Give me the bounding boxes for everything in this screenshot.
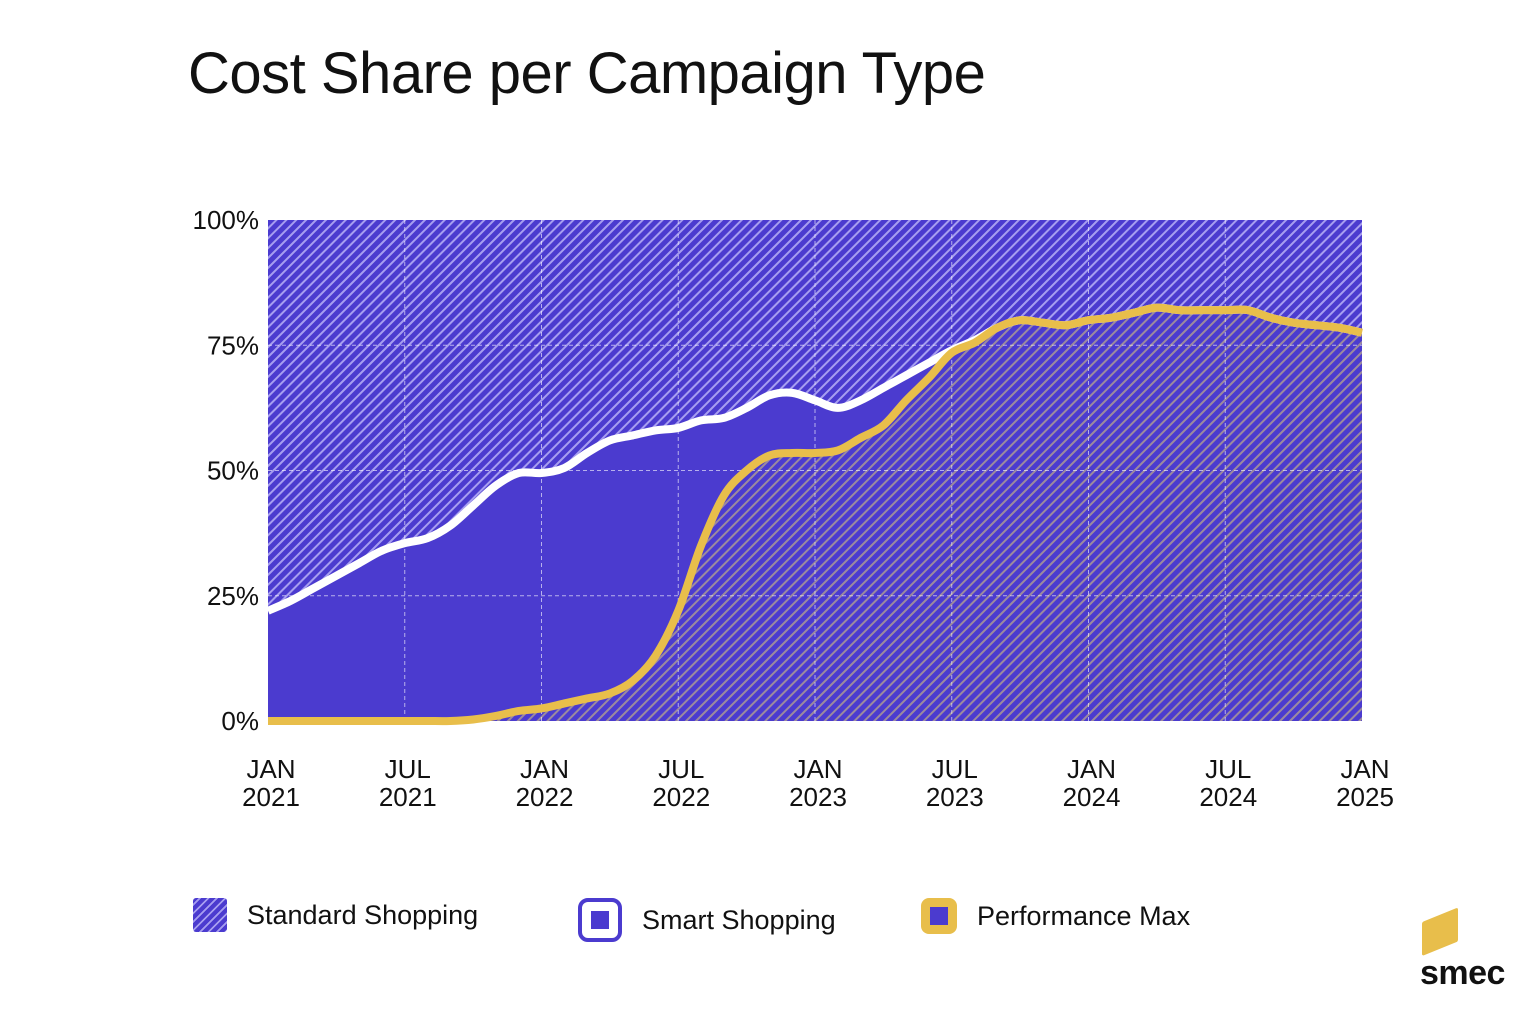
x-tick-month: JUL [932, 754, 978, 784]
y-tick-label: 50% [207, 456, 259, 486]
logo-wordmark: smec [1420, 954, 1505, 992]
legend-item-standard-shopping: Standard Shopping [193, 898, 478, 932]
x-tick-month: JAN [1340, 754, 1389, 784]
smec-logo: smec [1420, 907, 1510, 995]
x-tick-month: JAN [1067, 754, 1116, 784]
x-tick-year: 2023 [926, 782, 984, 812]
x-tick-year: 2023 [789, 782, 847, 812]
x-tick-year: 2024 [1063, 782, 1121, 812]
x-tick-month: JUL [1205, 754, 1251, 784]
x-tick-year: 2025 [1336, 782, 1394, 812]
legend-item-smart-shopping: Smart Shopping [578, 898, 836, 942]
x-tick-year: 2021 [379, 782, 437, 812]
outlined-square-swatch-icon [578, 898, 622, 942]
y-tick-label: 0% [221, 706, 259, 736]
legend-item-performance-max: Performance Max [921, 898, 1190, 934]
x-tick-month: JAN [246, 754, 295, 784]
x-tick-year: 2021 [242, 782, 300, 812]
x-tick-year: 2022 [652, 782, 710, 812]
legend-label: Smart Shopping [642, 904, 836, 935]
chart-title: Cost Share per Campaign Type [188, 41, 986, 106]
stacked-area-chart: 0%25%50%75%100% JAN2021JUL2021JAN2022JUL… [193, 205, 1394, 812]
y-tick-label: 75% [207, 330, 259, 360]
logo-mark-icon [1422, 907, 1458, 956]
x-tick-month: JAN [520, 754, 569, 784]
yellow-square-swatch-icon [921, 898, 957, 934]
x-tick-month: JAN [793, 754, 842, 784]
legend-label: Performance Max [977, 900, 1191, 931]
x-tick-month: JUL [658, 754, 704, 784]
y-tick-label: 25% [207, 581, 259, 611]
line-performance-max [268, 303, 1363, 726]
x-tick-month: JUL [385, 754, 431, 784]
y-tick-label: 100% [193, 205, 260, 235]
x-tick-year: 2022 [516, 782, 574, 812]
x-tick-year: 2024 [1199, 782, 1257, 812]
legend-label: Standard Shopping [247, 899, 479, 930]
hatched-swatch-icon [193, 898, 227, 932]
